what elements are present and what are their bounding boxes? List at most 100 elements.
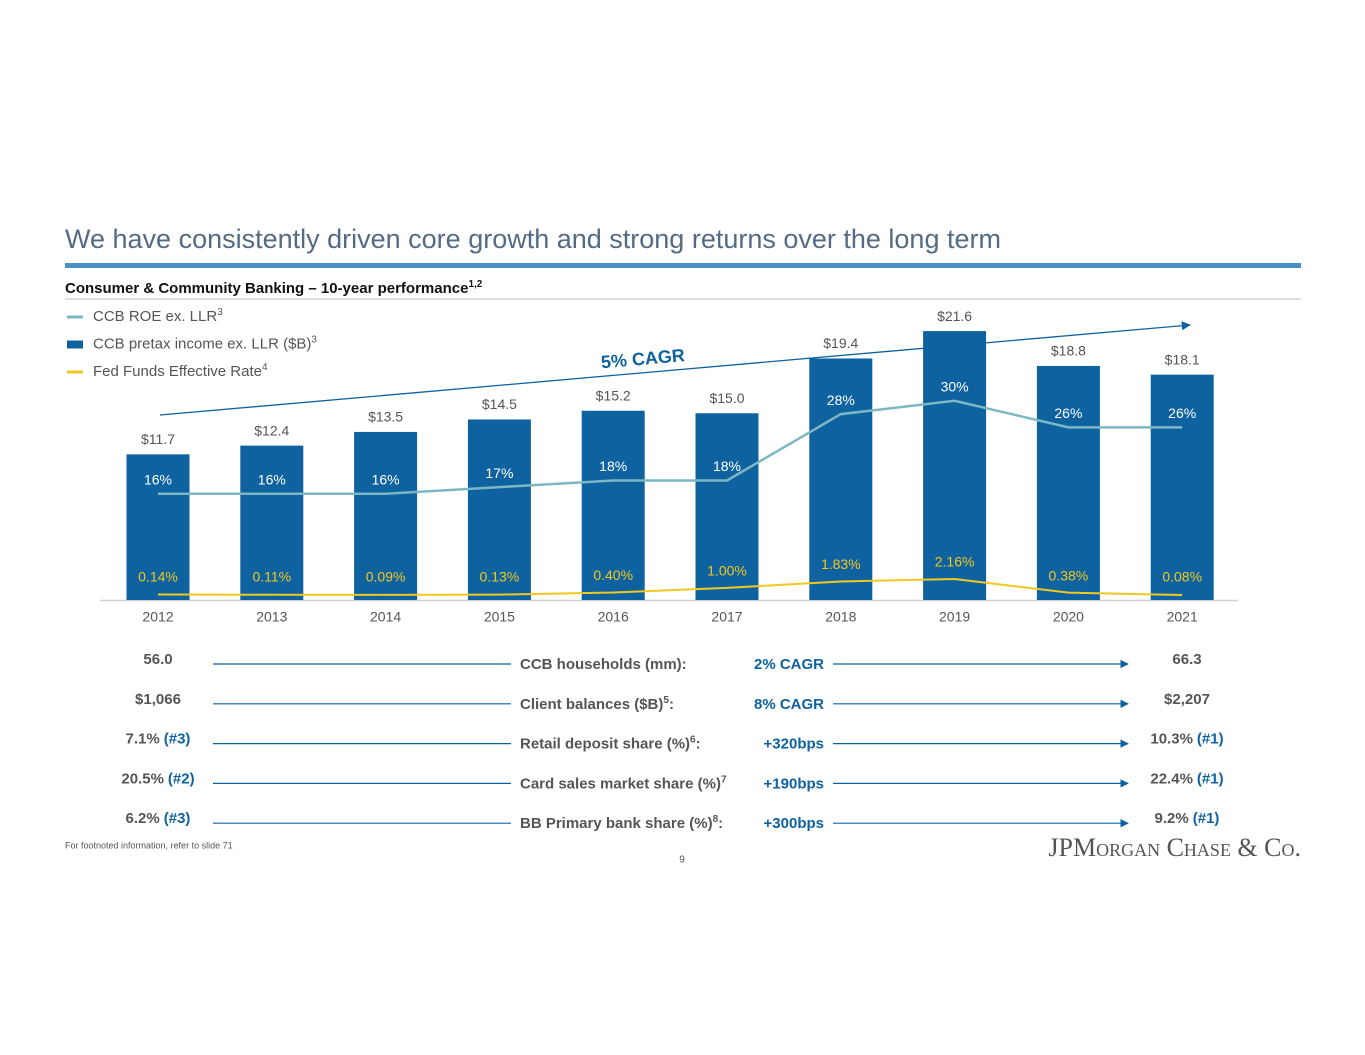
metric-change: +300bps [764,815,824,832]
rate-label: 1.00% [707,563,747,579]
metric-sup: 6 [690,734,696,745]
bar [695,413,759,600]
bar-value-label: $13.5 [368,409,403,425]
legend-swatch [67,315,83,319]
metric-end-rank: (#1) [1197,770,1224,787]
metric-start-value: 6.2% [126,810,160,827]
bar-value-label: $18.1 [1165,351,1200,367]
subtitle: Consumer & Community Banking – 10-year p… [65,279,483,297]
roe-label: 30% [941,379,969,395]
metric-end-rank: (#1) [1197,731,1224,748]
metric-label-text: Retail deposit share (%) [520,736,690,753]
legend-sup: 3 [311,334,317,345]
bar-value-label: $19.4 [823,335,858,351]
title-rule [65,263,1301,268]
metric-start-rank: (#2) [168,770,195,787]
x-tick-label: 2018 [825,609,856,625]
rate-label: 0.38% [1049,567,1089,583]
metric-start-value: $1,066 [135,691,181,708]
bar-value-label: $11.7 [141,431,175,447]
rate-label: 1.83% [821,556,861,572]
x-tick-label: 2021 [1167,609,1198,625]
subtitle-text: Consumer & Community Banking – 10-year p… [65,280,468,297]
metric-change: 2% CAGR [754,656,824,673]
metric-label: BB Primary bank share (%)8: [520,814,723,832]
metric-end-value: 9.2% [1155,810,1189,827]
metric-end-rank: (#1) [1193,810,1220,827]
x-tick-label: 2020 [1053,609,1084,625]
metric-label: CCB households (mm): [520,656,687,673]
metric-end-value: 22.4% [1150,770,1193,787]
bar-value-label: $12.4 [254,422,289,438]
metric-start: 6.2% (#3) [126,810,191,827]
metric-end: 9.2% (#1) [1155,810,1220,827]
bar [354,431,418,600]
x-tick-label: 2012 [142,609,173,625]
metric-end-value: 10.3% [1150,731,1193,748]
bar [126,454,190,600]
metric-label: Retail deposit share (%)6: [520,734,701,752]
bar-value-label: $21.6 [937,308,972,324]
rate-label: 0.40% [593,567,633,583]
metric-label-text: Client balances ($B) [520,696,663,713]
legend-label: CCB ROE ex. LLR [93,308,217,325]
roe-label: 16% [258,471,286,487]
x-tick-label: 2019 [939,609,970,625]
rate-label: 0.08% [1162,569,1202,585]
bar [923,331,987,600]
metric-start-rank: (#3) [164,810,191,827]
page-number: 9 [679,855,685,866]
metric-start: $1,066 [135,691,181,708]
metric-label-text: CCB households (mm): [520,656,687,673]
roe-label: 26% [1054,405,1082,421]
rate-label: 0.14% [138,569,178,585]
legend-swatch [67,340,83,349]
bar-value-label: $18.8 [1051,343,1086,359]
roe-label: 18% [713,458,741,474]
bar [581,410,645,600]
roe-label: 26% [1168,405,1196,421]
slide-title: We have consistently driven core growth … [65,224,1001,254]
metric-sup: 5 [663,694,669,705]
legend-entry: Fed Funds Effective Rate4 [93,362,268,380]
legend-sup: 3 [217,307,223,318]
legend-entry: CCB ROE ex. LLR3 [93,307,223,325]
roe-label: 18% [599,458,627,474]
metric-label-text: BB Primary bank share (%) [520,815,713,832]
bar-value-label: $15.2 [596,387,631,403]
bar-value-label: $14.5 [482,396,517,412]
rate-label: 2.16% [935,554,975,570]
metric-end-value: 66.3 [1172,651,1201,668]
metric-label-text: Card sales market share (%) [520,775,721,792]
x-tick-label: 2016 [598,609,629,625]
metric-end: 22.4% (#1) [1150,770,1223,787]
bar [809,358,873,600]
subtitle-sup: 1,2 [468,279,482,290]
x-tick-label: 2015 [484,609,515,625]
metric-change: 8% CAGR [754,696,824,713]
metric-end-value: $2,207 [1164,691,1210,708]
metric-sup: 8 [713,814,719,825]
metric-sup: 7 [721,774,727,785]
roe-label: 16% [372,471,400,487]
cagr-annotation: 5% CAGR [600,345,685,372]
cagr-arrow [159,321,1191,416]
metric-end: 10.3% (#1) [1150,731,1223,748]
metric-start-value: 7.1% [126,731,160,748]
metric-label: Card sales market share (%)7 [520,774,727,792]
bar [1150,374,1214,600]
legend-sup: 4 [262,362,268,373]
rate-label: 0.09% [366,569,406,585]
roe-label: 16% [144,471,172,487]
roe-label: 17% [485,465,513,481]
metric-start-value: 20.5% [121,770,164,787]
x-tick-label: 2013 [256,609,287,625]
bar [1036,365,1100,600]
metric-tail: : [696,736,701,753]
roe-label: 28% [827,392,855,408]
metric-start: 20.5% (#2) [121,770,194,787]
bar [467,419,531,600]
line-series [157,577,1183,596]
